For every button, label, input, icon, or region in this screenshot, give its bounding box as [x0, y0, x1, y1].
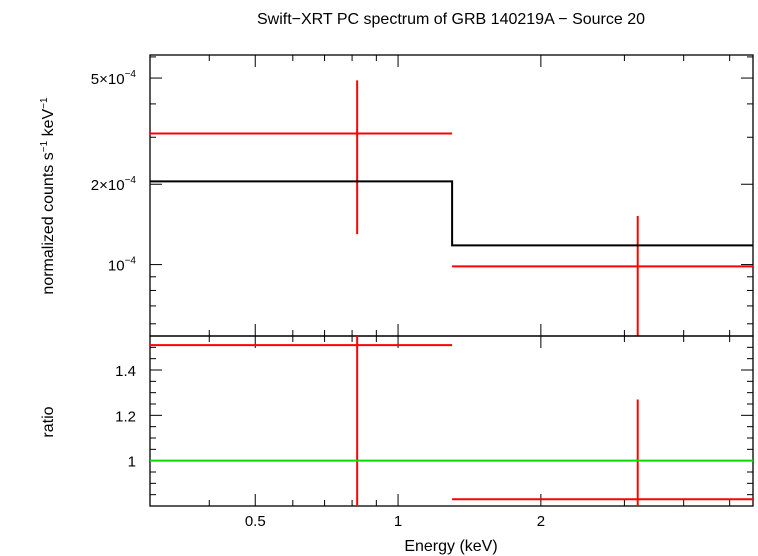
y-tick-label: 1.4: [115, 363, 136, 380]
y-label-unit: keV: [40, 109, 57, 141]
y-tick-label: 2×10−4: [91, 175, 137, 194]
y-label-exp1: −1: [39, 140, 50, 152]
x-tick-label: 2: [537, 513, 545, 530]
panel-frame: [149, 335, 754, 507]
chart-title: Swift−XRT PC spectrum of GRB 140219A − S…: [257, 11, 645, 28]
y-tick-label: 1: [128, 454, 136, 471]
y-label-main: normalized counts s: [40, 152, 57, 294]
y-tick-label: 10−4: [108, 256, 137, 275]
x-tick-label: 1: [394, 513, 402, 530]
x-tick-label: 0.5: [245, 513, 266, 530]
y-tick-label: 1.2: [115, 408, 136, 425]
y-axis-label-bottom: ratio: [40, 406, 57, 437]
model-step-line: [150, 180, 753, 247]
y-tick-label: 5×10−4: [91, 69, 137, 88]
x-axis-label: Energy (keV): [404, 538, 497, 555]
y-label-exp2: −1: [39, 97, 50, 109]
y-axis-label-top: normalized counts s−1 keV−1: [39, 97, 57, 295]
